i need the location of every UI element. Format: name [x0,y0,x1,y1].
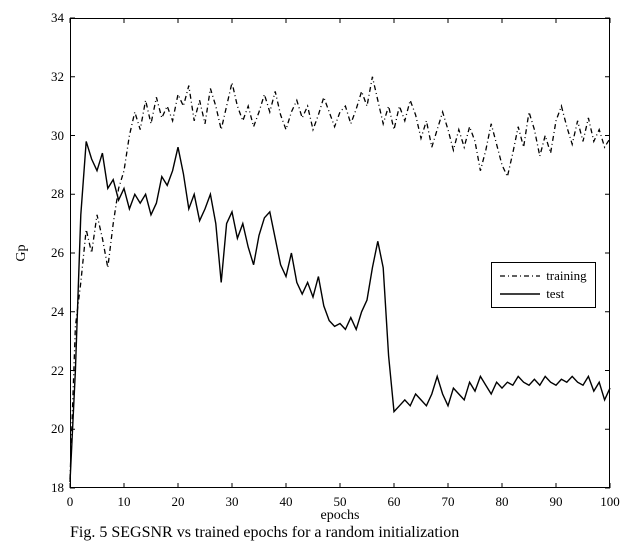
y-tick-label: 18 [34,480,64,496]
x-tick-label: 90 [550,494,563,510]
y-tick-label: 20 [34,421,64,437]
x-tick-label: 40 [280,494,293,510]
x-tick-label: 80 [496,494,509,510]
y-tick-label: 28 [34,186,64,202]
legend-box: training test [491,262,595,308]
x-axis-label: epochs [321,508,360,524]
y-axis-label: Gp [14,244,30,261]
x-tick-label: 0 [67,494,74,510]
legend-swatch-training [500,269,540,283]
y-tick-label: 34 [34,10,64,26]
legend-label-training: training [546,268,586,284]
x-tick-label: 20 [172,494,185,510]
x-tick-label: 10 [118,494,131,510]
y-tick-label: 30 [34,128,64,144]
x-tick-label: 60 [388,494,401,510]
y-tick-label: 22 [34,363,64,379]
legend-row-test: test [500,285,586,303]
y-tick-label: 26 [34,245,64,261]
y-tick-label: 32 [34,69,64,85]
x-tick-label: 100 [600,494,620,510]
y-tick-label: 24 [34,304,64,320]
x-tick-label: 30 [226,494,239,510]
legend-swatch-test [500,287,540,301]
figure-container: epochs Gp training test Fig. 5 SEGSNR vs… [0,0,638,546]
series-test [70,141,610,482]
legend-label-test: test [546,286,564,302]
x-tick-label: 70 [442,494,455,510]
figure-caption: Fig. 5 SEGSNR vs trained epochs for a ra… [70,524,610,542]
legend-row-training: training [500,267,586,285]
x-tick-label: 50 [334,494,347,510]
